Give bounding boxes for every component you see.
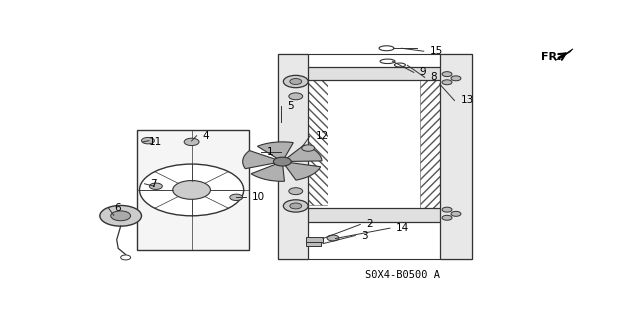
Circle shape [184, 138, 199, 146]
Text: 1: 1 [267, 147, 274, 157]
Text: 14: 14 [396, 223, 409, 233]
Circle shape [289, 93, 303, 100]
Circle shape [442, 215, 452, 220]
Polygon shape [285, 163, 321, 180]
Text: 12: 12 [316, 132, 329, 141]
Circle shape [141, 138, 154, 144]
Bar [440, 54, 472, 259]
Polygon shape [257, 142, 293, 159]
Circle shape [290, 79, 301, 84]
Text: 15: 15 [429, 46, 443, 56]
Bar [281, 68, 328, 205]
Circle shape [289, 188, 303, 195]
Text: 10: 10 [252, 192, 265, 202]
Text: 9: 9 [420, 68, 426, 77]
Bar [420, 72, 467, 208]
Circle shape [442, 207, 452, 212]
Ellipse shape [394, 63, 405, 67]
Circle shape [451, 76, 461, 81]
Circle shape [442, 72, 452, 76]
Circle shape [327, 235, 339, 241]
Bar [306, 237, 323, 242]
Ellipse shape [379, 46, 394, 51]
Circle shape [150, 183, 163, 189]
Bar [278, 54, 308, 259]
Circle shape [301, 145, 315, 151]
Text: 3: 3 [361, 230, 368, 241]
Circle shape [284, 200, 308, 212]
Text: 11: 11 [149, 137, 162, 147]
Text: 13: 13 [460, 95, 474, 106]
Text: 5: 5 [287, 101, 294, 111]
Bar [328, 72, 420, 208]
Bar [284, 208, 454, 222]
Text: 4: 4 [202, 131, 209, 141]
Polygon shape [251, 164, 284, 181]
Circle shape [284, 75, 308, 88]
Text: FR.: FR. [541, 52, 562, 62]
Circle shape [111, 211, 131, 221]
Polygon shape [243, 151, 276, 169]
Text: 8: 8 [431, 72, 437, 82]
Circle shape [100, 205, 141, 226]
Circle shape [230, 194, 243, 201]
Circle shape [121, 255, 131, 260]
Polygon shape [555, 49, 573, 60]
Circle shape [451, 212, 461, 216]
Polygon shape [287, 145, 322, 162]
Text: 2: 2 [366, 220, 373, 229]
Ellipse shape [380, 59, 395, 64]
Bar [278, 54, 472, 259]
Circle shape [442, 80, 452, 85]
Circle shape [173, 180, 211, 199]
Bar [306, 243, 321, 246]
FancyArrowPatch shape [558, 53, 566, 60]
Text: S0X4-B0500 A: S0X4-B0500 A [365, 270, 440, 280]
Bar [284, 67, 454, 80]
Circle shape [290, 203, 301, 209]
Circle shape [140, 164, 244, 216]
Text: 7: 7 [150, 179, 157, 189]
Bar [137, 130, 249, 250]
Circle shape [273, 157, 291, 166]
Text: 6: 6 [115, 204, 122, 213]
